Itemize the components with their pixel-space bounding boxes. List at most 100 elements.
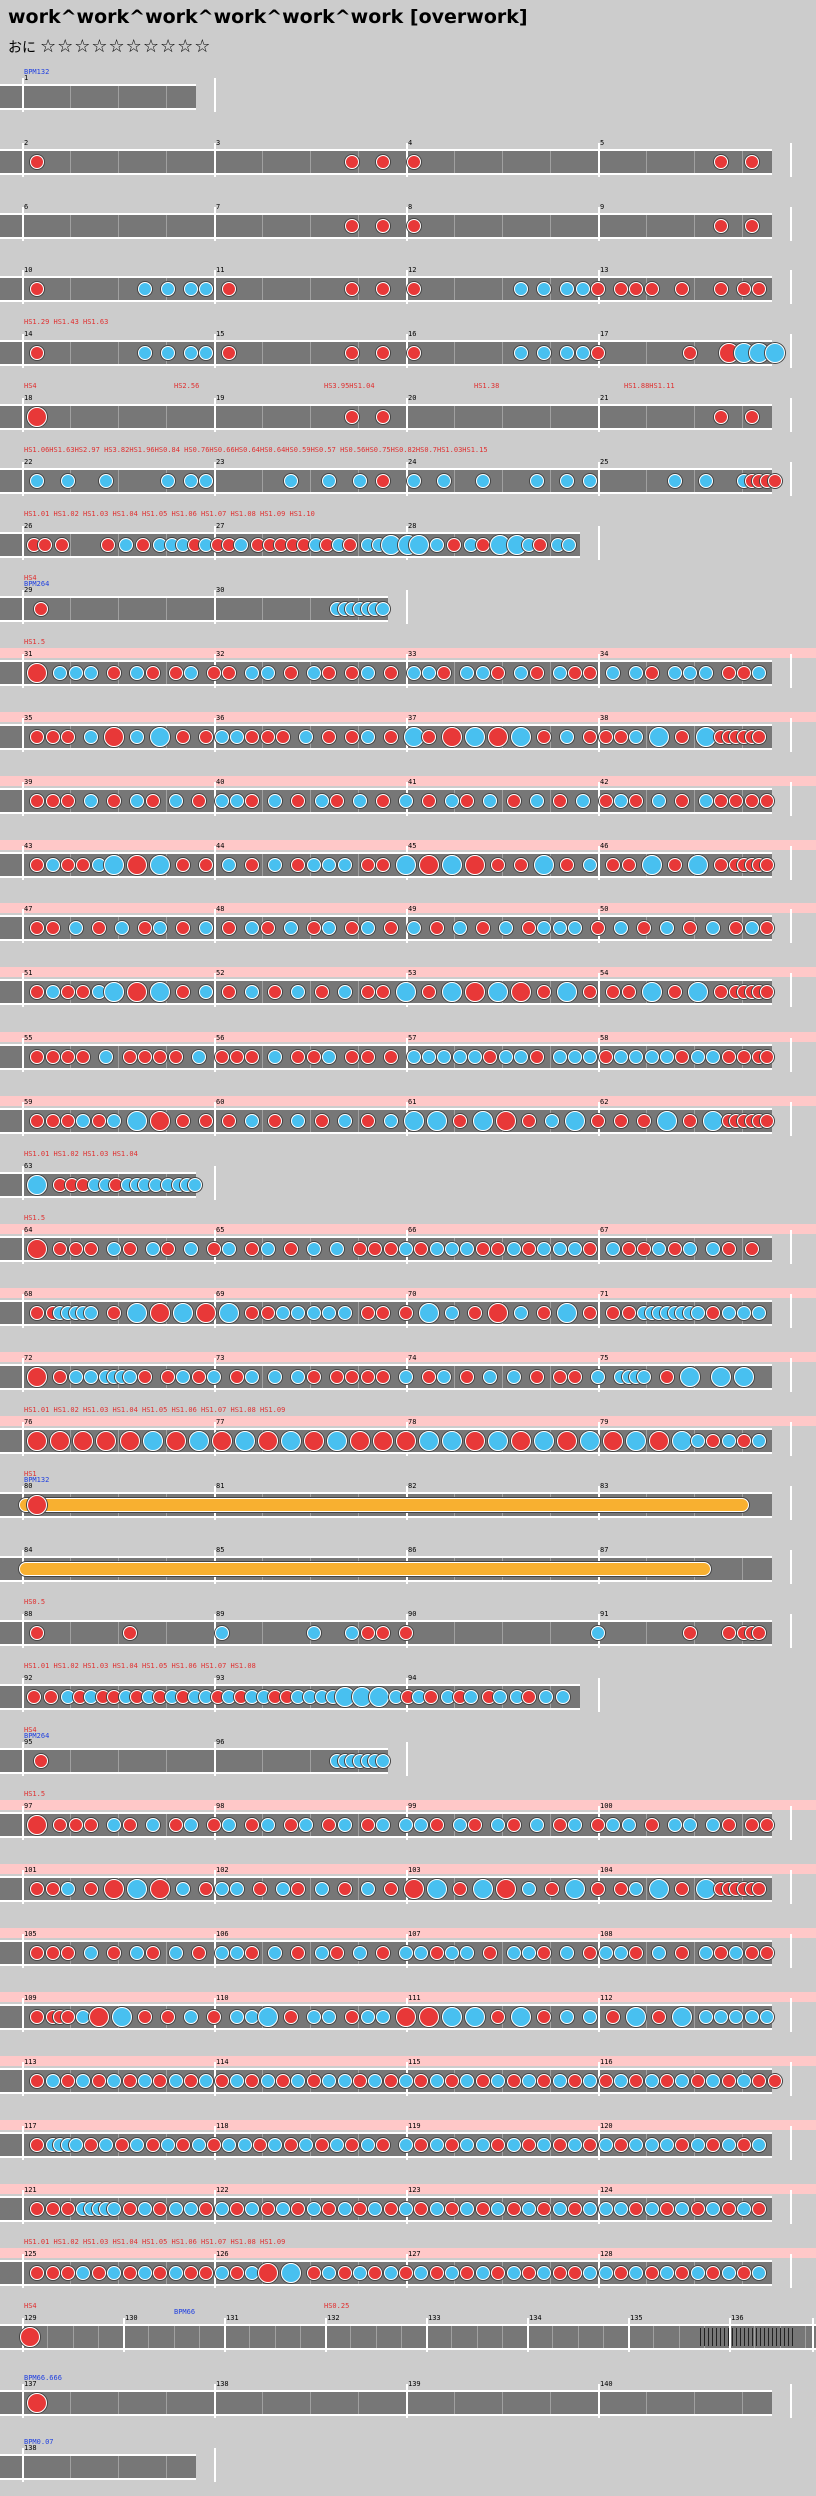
ka-note [514, 346, 529, 360]
beat-line [310, 790, 311, 812]
beat-line [262, 2392, 263, 2414]
don-note [61, 2202, 76, 2216]
ka-big-note [580, 1431, 601, 1451]
bar-line [214, 846, 216, 880]
don-note [706, 1306, 721, 1320]
ka-note [230, 1882, 245, 1896]
don-note [191, 1946, 206, 1960]
don-big-note [211, 1431, 232, 1451]
don-note [107, 1946, 122, 1960]
balloon-tick [788, 2328, 789, 2346]
don-note [322, 730, 337, 744]
measure-number: 128 [600, 2250, 613, 2258]
measure-number: 52 [216, 969, 225, 977]
measure-number: 68 [24, 1290, 33, 1298]
balloon-tick [740, 2328, 741, 2346]
beat-line [502, 1366, 503, 1388]
ka-note [591, 1626, 605, 1640]
ka-note [322, 2074, 337, 2088]
don-note [537, 2074, 552, 2088]
ka-note [260, 2074, 275, 2088]
ka-note [552, 666, 567, 680]
don-note [84, 2138, 99, 2152]
balloon-tick [760, 2328, 761, 2346]
ka-note [245, 985, 260, 999]
measure-number: 30 [216, 586, 225, 594]
measure-number: 36 [216, 714, 225, 722]
difficulty-rating: おに ☆☆☆☆☆☆☆☆☆☆ [8, 36, 211, 57]
chart-row: HS0.5 88 89 90 91 [0, 1598, 816, 1662]
ka-note [752, 1434, 767, 1448]
don-note [176, 921, 191, 935]
chart-row: HS1.01 HS1.02 HS1.03 HS1.04 HS1.05 HS1.0… [0, 1406, 816, 1470]
don-note [43, 1690, 58, 1704]
beat-line [646, 470, 647, 492]
ka-note [76, 2266, 91, 2280]
don-note [506, 2202, 521, 2216]
beat-line [118, 598, 119, 620]
bar-line [22, 526, 24, 560]
bar-line [22, 1998, 24, 2032]
ka-note [483, 1370, 498, 1384]
measure-number: 9 [600, 203, 605, 211]
beat-line [742, 2392, 743, 2414]
beat-line [694, 790, 695, 812]
measure-number: 85 [216, 1546, 225, 1554]
measure-number: 37 [408, 714, 417, 722]
ka-note [360, 921, 375, 935]
don-note [314, 1114, 329, 1128]
don-note [91, 2266, 106, 2280]
don-note [521, 1242, 536, 1256]
bar-line [214, 1742, 216, 1776]
ka-note [375, 602, 390, 616]
don-note [583, 1242, 598, 1256]
don-note [644, 1818, 659, 1832]
don-note [61, 1050, 76, 1064]
ka-big-note [111, 2007, 132, 2027]
don-note [414, 2202, 429, 2216]
don-note [283, 666, 298, 680]
ka-note [493, 1690, 508, 1704]
measure-number: 13 [600, 266, 609, 274]
ka-note [567, 1242, 582, 1256]
don-note [406, 219, 421, 233]
bar-line [406, 2384, 408, 2418]
ka-note [130, 1946, 145, 1960]
ka-note [537, 346, 552, 360]
beat-line [754, 2326, 756, 2348]
don-big-note [465, 982, 486, 1002]
bar-line [790, 846, 792, 880]
ka-note [667, 1818, 682, 1832]
branch-indicator [0, 903, 816, 913]
beat-line [694, 278, 695, 300]
ka-big-note [403, 727, 424, 747]
ka-note [759, 2010, 774, 2024]
ka-big-note [396, 855, 416, 875]
ka-note [552, 921, 567, 935]
ka-note [383, 1114, 398, 1128]
ka-note [337, 2074, 352, 2088]
measure-number: 70 [408, 1290, 417, 1298]
don-note [368, 2266, 383, 2280]
bar-line [790, 1614, 792, 1648]
beat-line [262, 470, 263, 492]
bar-line [22, 1166, 24, 1200]
ka-note [721, 1434, 736, 1448]
ka-big-note [733, 1367, 754, 1387]
don-note [713, 794, 728, 808]
ka-note [107, 2266, 122, 2280]
ka-note [183, 474, 198, 488]
don-note [744, 155, 759, 169]
ka-note [230, 730, 245, 744]
don-note [222, 282, 237, 296]
beat-line [694, 2392, 695, 2414]
don-note [360, 858, 375, 872]
don-big-note [127, 982, 148, 1002]
ka-note [199, 346, 214, 360]
ka-note [629, 666, 644, 680]
ka-note [460, 1242, 475, 1256]
bar-line [22, 1294, 24, 1328]
scroll-speed-label: HS3.95HS1.04 [324, 382, 375, 390]
don-note [230, 1370, 245, 1384]
don-note [245, 794, 260, 808]
